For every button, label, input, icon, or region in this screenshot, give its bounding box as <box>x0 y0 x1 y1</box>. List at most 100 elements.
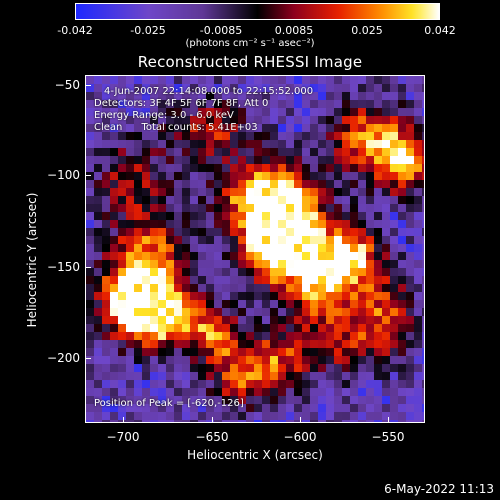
heatmap-cell <box>406 404 414 412</box>
heatmap-cell <box>230 212 238 220</box>
heatmap-cell <box>342 348 350 356</box>
heatmap-cell <box>358 276 366 284</box>
heatmap-cell <box>358 348 366 356</box>
heatmap-cell <box>278 404 286 412</box>
heatmap-cell <box>382 420 390 422</box>
heatmap-cell <box>166 396 174 404</box>
heatmap-cell <box>326 204 334 212</box>
heatmap-cell <box>318 380 326 388</box>
heatmap-cell <box>334 116 342 124</box>
heatmap-cell <box>286 228 294 236</box>
heatmap-cell <box>158 236 166 244</box>
heatmap-cell <box>94 260 102 268</box>
heatmap-cell <box>134 212 142 220</box>
heatmap-cell <box>254 284 262 292</box>
heatmap-cell <box>182 236 190 244</box>
heatmap-cell <box>406 148 414 156</box>
heatmap-cell <box>350 212 358 220</box>
heatmap-cell <box>94 220 102 228</box>
heatmap-cell <box>230 284 238 292</box>
heatmap-cell <box>310 340 318 348</box>
heatmap-cell <box>358 244 366 252</box>
heatmap-cell <box>342 124 350 132</box>
heatmap-cell <box>142 244 150 252</box>
heatmap-cell <box>358 92 366 100</box>
heatmap-cell <box>374 364 382 372</box>
heatmap-cell <box>294 244 302 252</box>
heatmap-cell <box>358 268 366 276</box>
heatmap-cell <box>182 412 190 420</box>
heatmap-cell <box>366 204 374 212</box>
heatmap-cell <box>174 204 182 212</box>
heatmap-cell <box>390 324 398 332</box>
heatmap-cell <box>326 420 334 422</box>
heatmap-cell <box>278 348 286 356</box>
heatmap-cell <box>214 140 222 148</box>
heatmap-cell <box>94 100 102 108</box>
heatmap-cell <box>310 92 318 100</box>
heatmap-cell <box>126 124 134 132</box>
heatmap-cell <box>214 324 222 332</box>
heatmap-cell <box>262 156 270 164</box>
heatmap-cell <box>86 300 94 308</box>
heatmap-cell <box>190 164 198 172</box>
heatmap-cell <box>286 348 294 356</box>
heatmap-cell <box>198 316 206 324</box>
heatmap-cell <box>374 228 382 236</box>
heatmap-cell <box>382 356 390 364</box>
heatmap-cell <box>190 124 198 132</box>
heatmap-cell <box>382 252 390 260</box>
heatmap-cell <box>262 388 270 396</box>
heatmap-cell <box>262 140 270 148</box>
heatmap-cell <box>318 340 326 348</box>
heatmap-cell <box>206 172 214 180</box>
heatmap-cell <box>334 356 342 364</box>
heatmap-cell <box>214 92 222 100</box>
heatmap-cell <box>110 372 118 380</box>
heatmap-cell <box>230 180 238 188</box>
heatmap-cell <box>190 404 198 412</box>
heatmap-cell <box>414 332 422 340</box>
heatmap-cell <box>174 356 182 364</box>
heatmap-cell <box>246 212 254 220</box>
heatmap-cell <box>326 172 334 180</box>
heatmap-cell <box>222 156 230 164</box>
heatmap-cell <box>310 300 318 308</box>
heatmap-cell <box>246 84 254 92</box>
heatmap-cell <box>150 268 158 276</box>
heatmap-cell <box>110 252 118 260</box>
heatmap-cell <box>102 380 110 388</box>
heatmap-cell <box>182 268 190 276</box>
heatmap-cell <box>294 324 302 332</box>
heatmap-cell <box>174 164 182 172</box>
heatmap-cell <box>270 92 278 100</box>
heatmap-cell <box>238 420 246 422</box>
heatmap-cell <box>278 188 286 196</box>
heatmap-cell <box>262 396 270 404</box>
heatmap-cell <box>246 300 254 308</box>
heatmap-cell <box>118 140 126 148</box>
colorbar <box>75 3 440 20</box>
heatmap-cell <box>86 340 94 348</box>
heatmap-cell <box>126 348 134 356</box>
heatmap-cell <box>342 412 350 420</box>
heatmap-cell <box>86 252 94 260</box>
heatmap-cell <box>206 188 214 196</box>
heatmap-cell <box>126 108 134 116</box>
heatmap-cell <box>310 244 318 252</box>
heatmap-cell <box>166 340 174 348</box>
heatmap-cell <box>382 276 390 284</box>
heatmap-cell <box>270 292 278 300</box>
heatmap-cell <box>398 404 406 412</box>
heatmap-cell <box>206 164 214 172</box>
heatmap-cell <box>374 300 382 308</box>
heatmap-cell <box>366 324 374 332</box>
heatmap-cell <box>318 252 326 260</box>
heatmap-cell <box>222 212 230 220</box>
heatmap-cell <box>198 212 206 220</box>
heatmap-cell <box>110 276 118 284</box>
heatmap-cell <box>390 300 398 308</box>
heatmap-cell <box>382 260 390 268</box>
heatmap-cell <box>86 268 94 276</box>
heatmap-cell <box>398 212 406 220</box>
